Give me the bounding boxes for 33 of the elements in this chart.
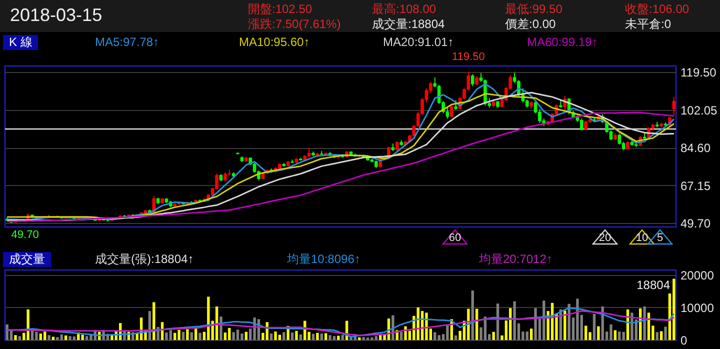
text: 均量20:7012↑ [479, 252, 552, 267]
text: 60 [442, 232, 468, 244]
y-tick-label: 102.05 [680, 103, 718, 118]
y-tick-label: 10000 [680, 300, 714, 315]
text: MA60:99.19↑ [527, 35, 598, 50]
text: 均量10:8096↑ [287, 252, 360, 267]
legend-title: 成交量 [3, 252, 51, 267]
text: 最高:108.00 [372, 1, 436, 18]
y-tick-label: 20000 [680, 268, 714, 282]
y-tick-label: 84.60 [680, 141, 711, 156]
text: MA10:95.60↑ [239, 35, 310, 50]
legend-title: K 線 [3, 35, 38, 50]
y-tick-label: 119.50 [680, 66, 717, 80]
text: 5 [647, 232, 673, 244]
annotation: 119.50 [452, 51, 485, 64]
y-tick-label: 67.15 [680, 178, 711, 193]
text: MA20:91.01↑ [383, 35, 454, 50]
text: 價差:0.00 [505, 16, 556, 33]
annotation: 18804 [636, 278, 670, 292]
text: 20 [592, 232, 618, 244]
text: 未平倉:0 [625, 16, 672, 33]
text: 成交量(張):18804↑ [95, 252, 194, 267]
text: 漲跌:7.50(7.61%) [248, 16, 341, 33]
text: 最低:99.50 [505, 1, 562, 18]
annotation: 49.70 [11, 229, 39, 242]
text: MA5:97.78↑ [95, 35, 160, 50]
y-tick-label: 49.70 [680, 216, 711, 231]
text: 成交量:18804 [372, 16, 445, 33]
y-tick-label: 0 [680, 334, 688, 348]
text: 10 [629, 232, 655, 244]
text: 開盤:102.50 [248, 1, 312, 18]
text: 收盤:106.00 [625, 1, 690, 18]
chart-title: 2018-03-15 [10, 5, 102, 26]
